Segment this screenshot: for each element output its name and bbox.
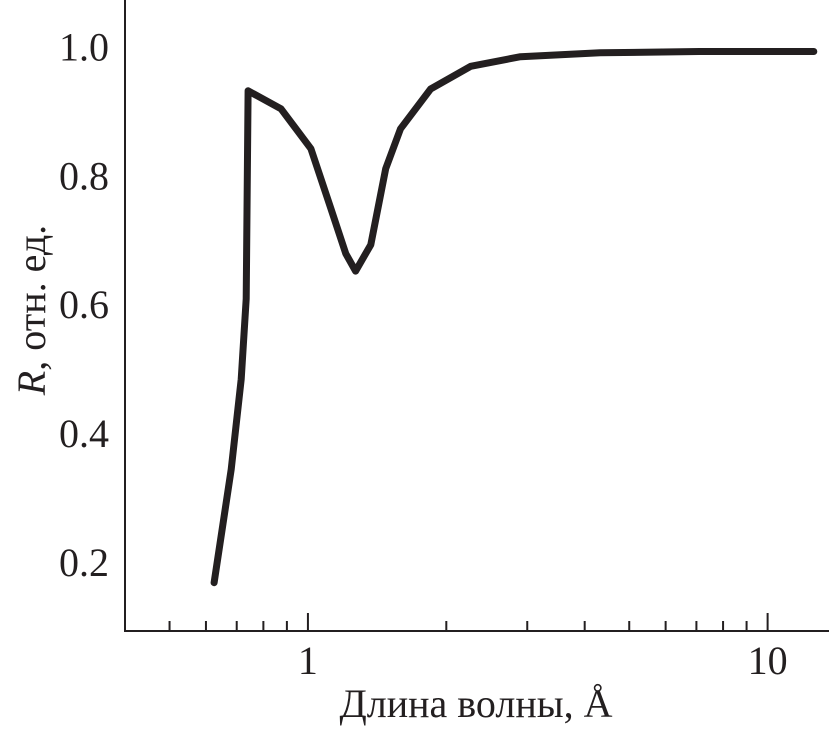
x-axis-label: Длина волны, Å xyxy=(339,681,612,726)
y-tick-label: 1.0 xyxy=(59,25,109,70)
y-tick-label: 0.8 xyxy=(59,153,109,198)
y-label-unit: , отн. ед. xyxy=(9,225,54,371)
y-label-symbol: R xyxy=(9,371,54,396)
y-tick-label: 0.4 xyxy=(59,411,109,456)
x-tick-label: 1 xyxy=(298,638,318,683)
line xyxy=(210,48,818,587)
y-axis-label: R, отн. ед. xyxy=(9,225,54,396)
x-tick-label: 10 xyxy=(748,638,788,683)
y-tick-label: 0.6 xyxy=(59,282,109,327)
y-tick-label: 0.2 xyxy=(59,540,109,585)
